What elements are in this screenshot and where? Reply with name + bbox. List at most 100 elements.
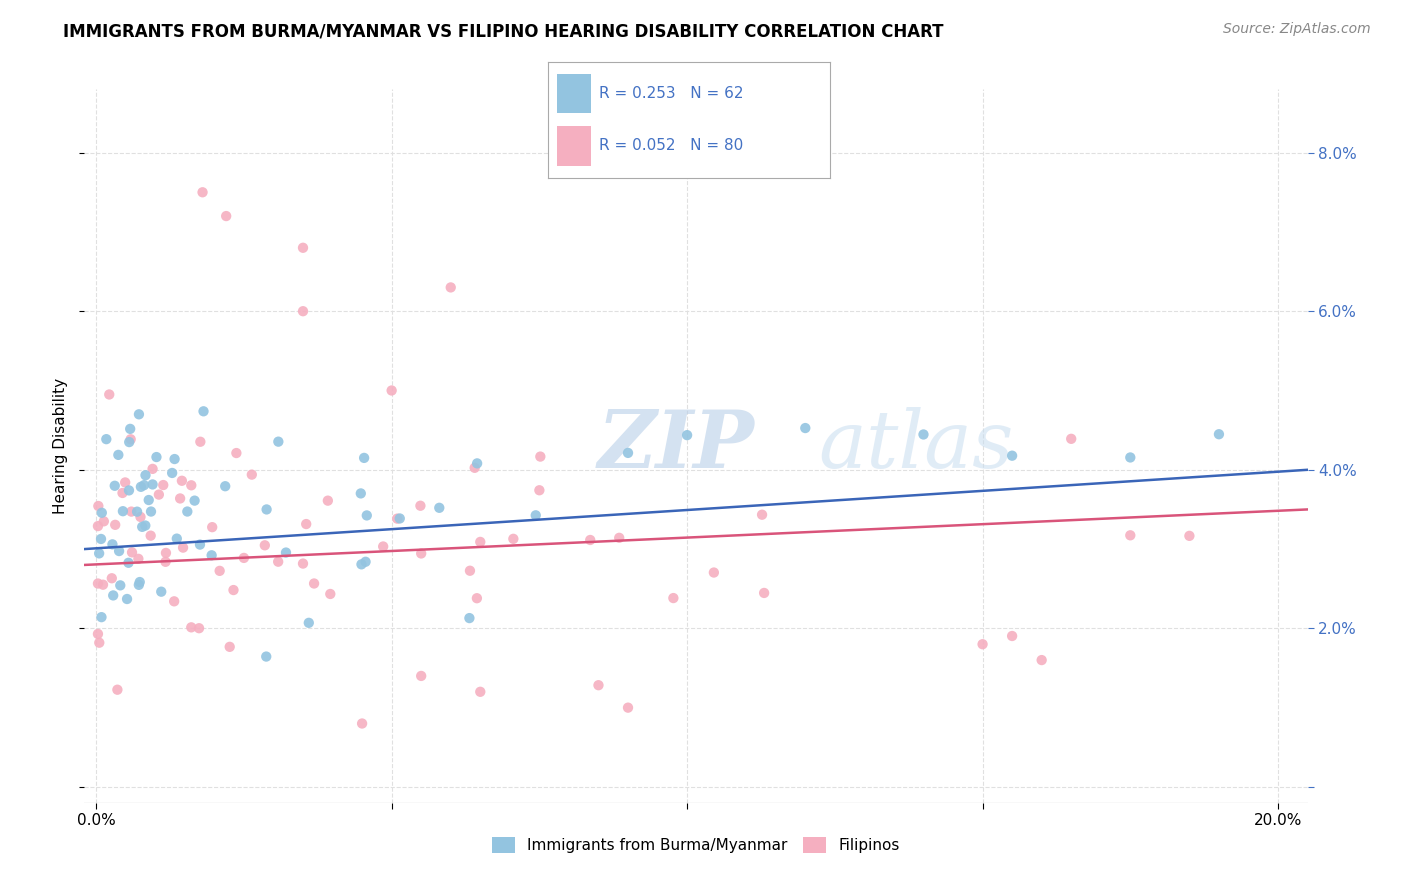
Point xyxy=(502,532,524,546)
Point xyxy=(292,557,315,571)
Point xyxy=(387,511,409,525)
Point xyxy=(87,627,110,641)
Point xyxy=(163,452,186,467)
Point xyxy=(127,505,149,519)
Point xyxy=(703,566,725,580)
Point xyxy=(751,508,773,522)
Point xyxy=(128,575,150,590)
Point xyxy=(607,531,630,545)
Point xyxy=(411,669,433,683)
Point xyxy=(111,486,134,500)
Point xyxy=(240,467,263,482)
Point xyxy=(191,186,214,200)
Point xyxy=(87,576,110,591)
Point xyxy=(350,486,373,500)
Point xyxy=(121,545,143,559)
Point xyxy=(105,682,128,697)
Point xyxy=(253,538,276,552)
Point xyxy=(117,556,139,570)
Point xyxy=(256,502,278,516)
Point xyxy=(676,428,699,442)
Point xyxy=(87,499,110,513)
Point xyxy=(352,716,374,731)
Point xyxy=(298,615,321,630)
Point xyxy=(163,594,186,608)
Point xyxy=(166,532,188,546)
Point xyxy=(356,508,378,523)
Point xyxy=(172,541,194,555)
Point xyxy=(215,209,238,223)
Point xyxy=(180,620,202,634)
Point xyxy=(98,387,121,401)
Point xyxy=(101,571,124,585)
Point xyxy=(617,700,640,714)
Point xyxy=(201,549,224,563)
Point xyxy=(108,544,131,558)
Point xyxy=(152,478,174,492)
Point xyxy=(193,404,215,418)
Point xyxy=(292,304,315,318)
Point xyxy=(104,479,127,493)
Point xyxy=(201,520,224,534)
Point xyxy=(274,545,297,559)
Point xyxy=(1001,449,1024,463)
Point xyxy=(139,529,162,543)
Point xyxy=(912,427,935,442)
Point xyxy=(1119,528,1142,542)
Point xyxy=(87,519,110,533)
Point xyxy=(411,546,433,560)
Point xyxy=(1001,629,1024,643)
Point xyxy=(132,478,155,492)
Point xyxy=(169,491,191,506)
Point xyxy=(145,450,167,464)
Point xyxy=(101,537,124,551)
Point xyxy=(183,493,205,508)
Point xyxy=(295,516,318,531)
Point xyxy=(662,591,685,605)
Point xyxy=(972,637,994,651)
Point xyxy=(225,446,247,460)
Point xyxy=(134,518,156,533)
Point xyxy=(214,479,236,493)
Point xyxy=(465,456,488,470)
Point xyxy=(150,584,173,599)
Point xyxy=(90,506,112,520)
Point xyxy=(96,432,118,446)
Point xyxy=(155,555,177,569)
Point xyxy=(470,685,492,699)
Point xyxy=(579,533,602,547)
Point xyxy=(254,649,277,664)
Point xyxy=(170,474,193,488)
Point xyxy=(388,511,411,525)
Point xyxy=(1208,427,1230,442)
Point xyxy=(103,589,125,603)
Point xyxy=(232,550,254,565)
Point xyxy=(208,564,231,578)
Point xyxy=(115,592,138,607)
Legend: Immigrants from Burma/Myanmar, Filipinos: Immigrants from Burma/Myanmar, Filipinos xyxy=(486,831,905,859)
Point xyxy=(302,576,325,591)
Point xyxy=(353,450,375,465)
Point xyxy=(89,546,111,560)
Point xyxy=(1031,653,1053,667)
Point xyxy=(222,582,245,597)
Point xyxy=(111,504,134,518)
Point xyxy=(427,500,450,515)
Point xyxy=(128,578,150,592)
Point xyxy=(138,493,160,508)
Text: R = 0.052   N = 80: R = 0.052 N = 80 xyxy=(599,138,744,153)
FancyBboxPatch shape xyxy=(557,126,591,166)
Point xyxy=(129,510,152,524)
Text: ZIP: ZIP xyxy=(598,408,755,484)
Point xyxy=(350,558,373,572)
Point xyxy=(458,611,481,625)
Point xyxy=(160,466,183,480)
Point xyxy=(104,517,127,532)
Point xyxy=(529,450,551,464)
Point xyxy=(440,280,463,294)
Text: atlas: atlas xyxy=(818,408,1014,484)
Point xyxy=(381,384,404,398)
Point xyxy=(90,610,112,624)
Point xyxy=(319,587,342,601)
Point xyxy=(373,540,395,554)
